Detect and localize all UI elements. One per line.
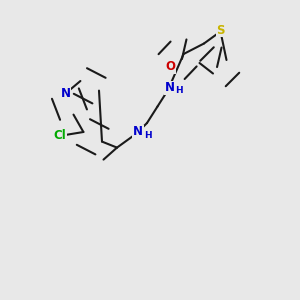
Text: N: N	[60, 87, 70, 100]
Text: N: N	[133, 125, 143, 139]
Text: S: S	[216, 23, 225, 37]
Text: O: O	[165, 60, 175, 73]
Text: Cl: Cl	[54, 129, 66, 142]
Text: H: H	[144, 130, 152, 140]
Text: N: N	[164, 81, 175, 94]
Text: H: H	[176, 86, 183, 95]
